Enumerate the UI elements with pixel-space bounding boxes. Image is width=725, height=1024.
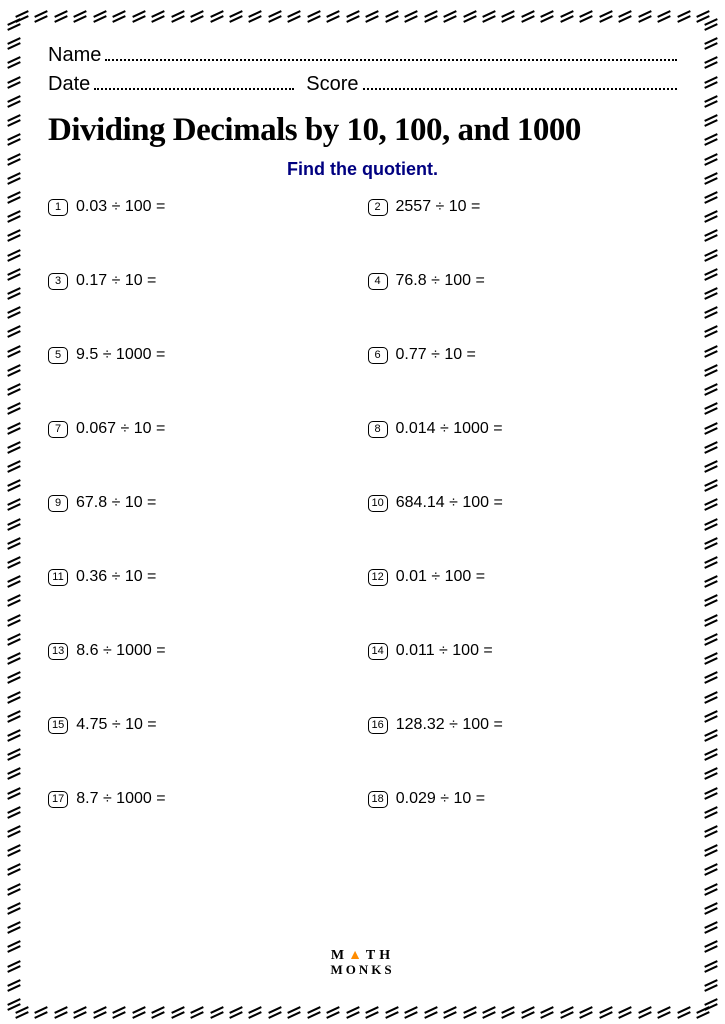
problem-11: 11 0.36 ÷ 10 = <box>48 568 358 586</box>
problem-text: 4.75 ÷ 10 = <box>76 716 156 734</box>
problem-text: 0.011 ÷ 100 = <box>396 642 493 660</box>
problem-number: 12 <box>368 569 388 586</box>
problem-4: 4 76.8 ÷ 100 = <box>368 272 678 290</box>
problem-16: 16 128.32 ÷ 100 = <box>368 716 678 734</box>
name-row: Name <box>48 44 677 67</box>
problem-text: 8.6 ÷ 1000 = <box>76 642 165 660</box>
problem-text: 0.17 ÷ 10 = <box>76 272 156 290</box>
date-line[interactable] <box>94 76 294 90</box>
problem-number: 2 <box>368 199 388 216</box>
problem-17: 17 8.7 ÷ 1000 = <box>48 790 358 808</box>
problem-15: 15 4.75 ÷ 10 = <box>48 716 358 734</box>
problem-3: 3 0.17 ÷ 10 = <box>48 272 358 290</box>
page-subtitle: Find the quotient. <box>48 159 677 180</box>
problem-number: 1 <box>48 199 68 216</box>
problem-text: 0.014 ÷ 1000 = <box>396 420 503 438</box>
problem-5: 5 9.5 ÷ 1000 = <box>48 346 358 364</box>
problem-text: 0.36 ÷ 10 = <box>76 568 156 586</box>
problem-number: 11 <box>48 569 68 586</box>
problem-text: 684.14 ÷ 100 = <box>396 494 503 512</box>
problem-12: 12 0.01 ÷ 100 = <box>368 568 678 586</box>
problem-number: 15 <box>48 717 68 734</box>
score-label: Score <box>306 73 358 96</box>
problem-number: 17 <box>48 791 68 808</box>
problem-number: 7 <box>48 421 68 438</box>
name-label: Name <box>48 44 101 67</box>
problem-13: 13 8.6 ÷ 1000 = <box>48 642 358 660</box>
problem-2: 2 2557 ÷ 10 = <box>368 198 678 216</box>
problem-number: 14 <box>368 643 388 660</box>
problem-number: 9 <box>48 495 68 512</box>
problem-number: 13 <box>48 643 68 660</box>
problem-text: 2557 ÷ 10 = <box>396 198 481 216</box>
date-score-row: Date Score <box>48 73 677 96</box>
problem-text: 0.067 ÷ 10 = <box>76 420 165 438</box>
problem-text: 0.77 ÷ 10 = <box>396 346 476 364</box>
problem-number: 6 <box>368 347 388 364</box>
problem-text: 0.03 ÷ 100 = <box>76 198 165 216</box>
problem-10: 10 684.14 ÷ 100 = <box>368 494 678 512</box>
problem-text: 8.7 ÷ 1000 = <box>76 790 165 808</box>
problem-number: 8 <box>368 421 388 438</box>
problem-text: 0.01 ÷ 100 = <box>396 568 485 586</box>
problem-6: 6 0.77 ÷ 10 = <box>368 346 678 364</box>
problem-number: 3 <box>48 273 68 290</box>
problem-9: 9 67.8 ÷ 10 = <box>48 494 358 512</box>
problem-number: 10 <box>368 495 388 512</box>
problem-7: 7 0.067 ÷ 10 = <box>48 420 358 438</box>
date-label: Date <box>48 73 90 96</box>
problem-14: 14 0.011 ÷ 100 = <box>368 642 678 660</box>
score-line[interactable] <box>363 76 678 90</box>
problem-text: 0.029 ÷ 10 = <box>396 790 485 808</box>
problem-8: 8 0.014 ÷ 1000 = <box>368 420 678 438</box>
name-line[interactable] <box>105 47 677 61</box>
page-title: Dividing Decimals by 10, 100, and 1000 <box>48 112 677 149</box>
problem-text: 9.5 ÷ 1000 = <box>76 346 165 364</box>
problem-number: 5 <box>48 347 68 364</box>
problem-18: 18 0.029 ÷ 10 = <box>368 790 678 808</box>
problem-number: 4 <box>368 273 388 290</box>
problem-text: 76.8 ÷ 100 = <box>396 272 485 290</box>
problem-grid: 10.03 ÷ 100 =22557 ÷ 10 =30.17 ÷ 10 =476… <box>48 198 677 808</box>
problem-1: 1 0.03 ÷ 100 = <box>48 198 358 216</box>
problem-number: 18 <box>368 791 388 808</box>
problem-number: 16 <box>368 717 388 734</box>
logo: M▲TH MONKS <box>330 949 394 976</box>
problem-text: 67.8 ÷ 10 = <box>76 494 156 512</box>
problem-text: 128.32 ÷ 100 = <box>396 716 503 734</box>
